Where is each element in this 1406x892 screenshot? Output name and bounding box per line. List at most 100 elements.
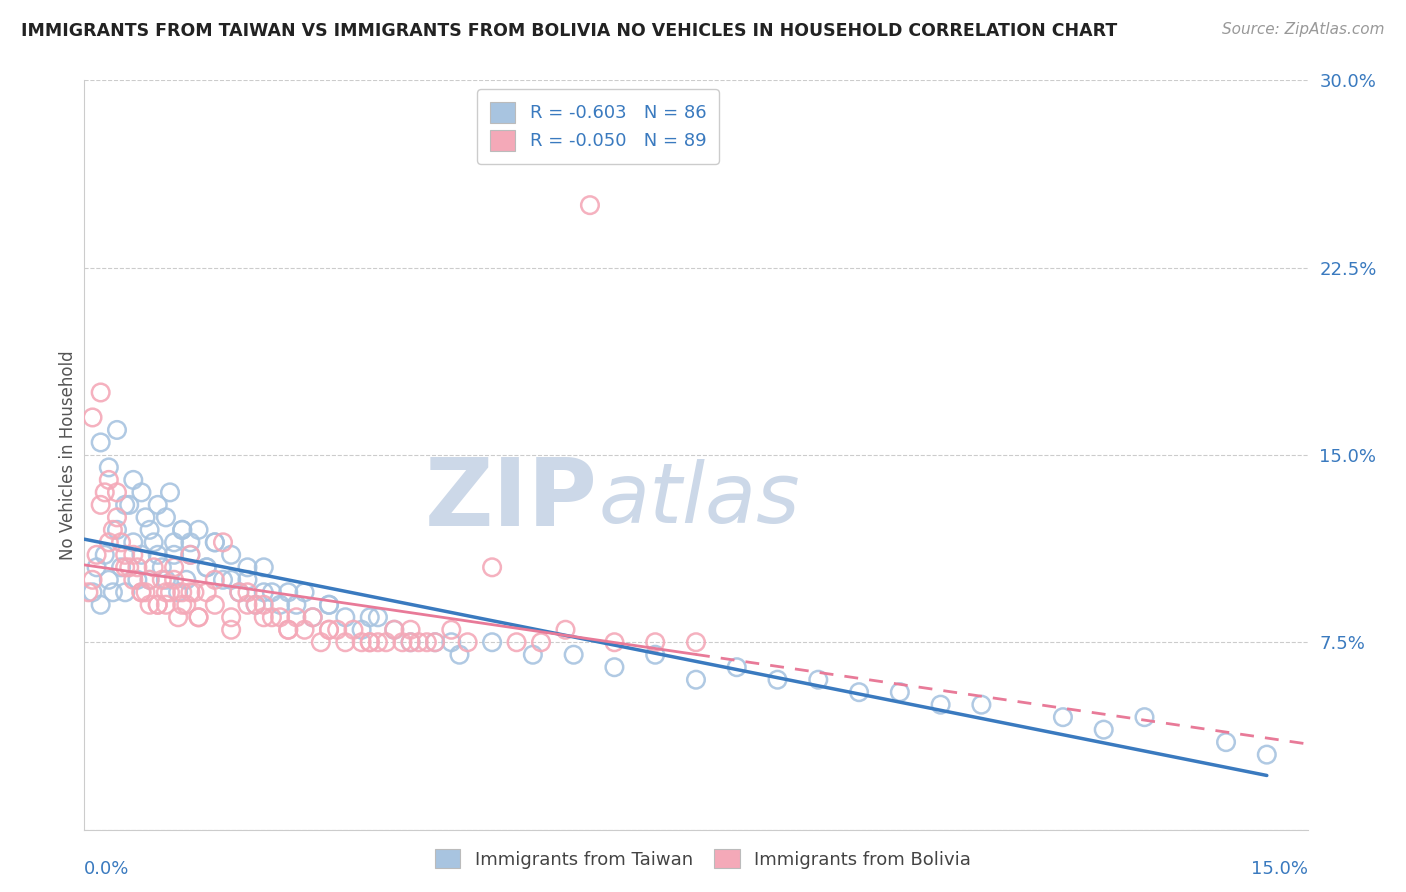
Point [1215, 735, 1237, 749]
Point [367, 635, 389, 649]
Point [644, 648, 666, 662]
Text: 15.0%: 15.0% [1250, 860, 1308, 878]
Point [335, 635, 357, 649]
Point [457, 635, 479, 649]
Point [82, 410, 104, 425]
Point [219, 548, 242, 562]
Point [114, 548, 136, 562]
Point [114, 498, 136, 512]
Point [440, 635, 463, 649]
Point [195, 560, 218, 574]
Point [118, 498, 141, 512]
Point [269, 598, 291, 612]
Point [86, 560, 108, 574]
Point [335, 610, 357, 624]
Point [105, 523, 128, 537]
Point [889, 685, 911, 699]
Point [219, 623, 242, 637]
Point [146, 498, 169, 512]
Point [399, 635, 422, 649]
Point [245, 598, 267, 612]
Point [1256, 747, 1278, 762]
Point [146, 598, 169, 612]
Point [481, 635, 503, 649]
Point [105, 485, 128, 500]
Point [101, 585, 124, 599]
Point [110, 535, 132, 549]
Point [212, 573, 235, 587]
Point [481, 560, 503, 574]
Point [269, 610, 291, 624]
Point [163, 560, 186, 574]
Point [204, 598, 226, 612]
Point [375, 635, 398, 649]
Point [86, 548, 108, 562]
Point [174, 598, 197, 612]
Point [138, 598, 160, 612]
Point [93, 548, 115, 562]
Point [172, 523, 194, 537]
Point [187, 610, 209, 624]
Point [172, 585, 194, 599]
Point [260, 585, 283, 599]
Point [309, 635, 332, 649]
Point [90, 498, 112, 512]
Point [172, 523, 194, 537]
Point [236, 560, 259, 574]
Point [342, 623, 364, 637]
Point [163, 535, 186, 549]
Point [603, 635, 626, 649]
Point [179, 548, 201, 562]
Point [522, 648, 544, 662]
Point [359, 635, 381, 649]
Point [187, 523, 209, 537]
Point [929, 698, 952, 712]
Point [131, 585, 153, 599]
Point [359, 635, 381, 649]
Point [423, 635, 446, 649]
Point [277, 585, 299, 599]
Point [367, 610, 389, 624]
Point [90, 435, 112, 450]
Point [245, 598, 267, 612]
Point [105, 510, 128, 524]
Point [179, 548, 201, 562]
Point [93, 485, 115, 500]
Point [150, 573, 173, 587]
Point [294, 585, 316, 599]
Point [122, 573, 145, 587]
Point [423, 635, 446, 649]
Point [195, 560, 218, 574]
Point [399, 623, 422, 637]
Point [408, 635, 430, 649]
Point [505, 635, 527, 649]
Point [318, 598, 340, 612]
Y-axis label: No Vehicles in Household: No Vehicles in Household [59, 350, 77, 560]
Point [97, 460, 120, 475]
Point [131, 585, 153, 599]
Point [183, 585, 205, 599]
Point [155, 598, 177, 612]
Point [212, 535, 235, 549]
Point [167, 585, 190, 599]
Text: 0.0%: 0.0% [84, 860, 129, 878]
Point [440, 623, 463, 637]
Point [318, 598, 340, 612]
Text: IMMIGRANTS FROM TAIWAN VS IMMIGRANTS FROM BOLIVIA NO VEHICLES IN HOUSEHOLD CORRE: IMMIGRANTS FROM TAIWAN VS IMMIGRANTS FRO… [21, 22, 1118, 40]
Point [326, 623, 349, 637]
Point [118, 560, 141, 574]
Point [350, 635, 373, 649]
Point [685, 673, 707, 687]
Point [97, 573, 120, 587]
Legend: Immigrants from Taiwan, Immigrants from Bolivia: Immigrants from Taiwan, Immigrants from … [427, 842, 979, 876]
Point [101, 523, 124, 537]
Point [159, 585, 181, 599]
Point [159, 485, 181, 500]
Point [382, 623, 405, 637]
Point [391, 635, 413, 649]
Point [90, 385, 112, 400]
Point [187, 610, 209, 624]
Point [644, 635, 666, 649]
Point [236, 598, 259, 612]
Point [179, 535, 201, 549]
